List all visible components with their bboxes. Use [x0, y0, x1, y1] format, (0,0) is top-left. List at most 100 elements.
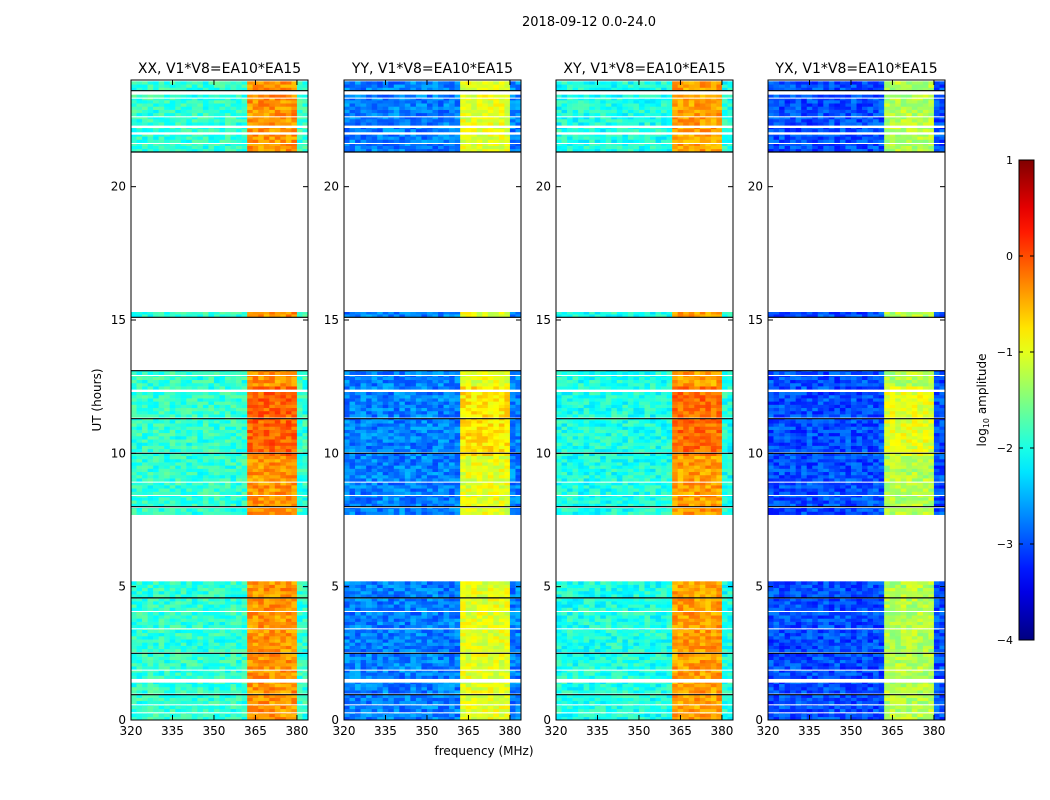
heatmap-cell — [399, 604, 406, 608]
heatmap-cell — [285, 429, 292, 434]
heatmap-cell — [487, 587, 494, 592]
heatmap-cell — [515, 615, 522, 619]
heatmap-cell — [421, 682, 428, 685]
heatmap-cell — [197, 590, 204, 595]
heatmap-cell — [241, 136, 248, 140]
heatmap-cell — [263, 716, 270, 721]
heatmap-cell — [449, 662, 455, 667]
heatmap-cell — [449, 604, 455, 608]
heatmap-cell — [191, 629, 198, 634]
heatmap-cell — [382, 672, 389, 676]
heatmap-cell — [219, 144, 226, 146]
heatmap-cell — [164, 683, 171, 688]
heatmap-cell — [252, 478, 259, 482]
heatmap-cell — [191, 410, 198, 415]
heatmap-cell — [241, 485, 248, 489]
heatmap-cell — [213, 404, 220, 409]
heatmap-cell — [280, 508, 287, 509]
heatmap-cell — [302, 645, 309, 650]
heatmap-cell — [236, 128, 242, 133]
heatmap-cell — [158, 439, 165, 443]
heatmap-cell — [258, 653, 265, 657]
heatmap-cell — [269, 134, 276, 137]
heatmap-cell — [225, 581, 231, 585]
heatmap-cell — [349, 670, 356, 673]
heatmap-cell — [213, 594, 220, 598]
heatmap-cell — [454, 629, 461, 634]
heatmap-cell — [258, 98, 265, 101]
heatmap-cell — [252, 468, 259, 473]
heatmap-cell — [493, 621, 500, 626]
heatmap-cell — [269, 376, 276, 381]
heatmap-cell — [202, 488, 209, 492]
heatmap-cell — [498, 705, 505, 706]
heatmap-cell — [213, 439, 220, 443]
heatmap-cell — [426, 612, 433, 616]
heatmap-cell — [296, 705, 303, 706]
heatmap-cell — [393, 662, 400, 667]
heatmap-cell — [230, 429, 237, 434]
heatmap-cell — [241, 394, 248, 399]
heatmap-cell — [180, 426, 187, 430]
heatmap-cell — [131, 394, 137, 399]
heatmap-cell — [169, 672, 176, 676]
heatmap-cell — [247, 94, 253, 98]
heatmap-cell — [388, 624, 395, 629]
heatmap-cell — [509, 632, 516, 637]
heatmap-cell — [302, 670, 309, 673]
heatmap-cell — [263, 700, 270, 705]
heatmap-cell — [247, 432, 253, 437]
heatmap-cell — [225, 705, 231, 706]
heatmap-cell — [230, 581, 237, 585]
heatmap-cell — [131, 648, 137, 653]
heatmap-cell — [274, 414, 281, 418]
heatmap-cell — [355, 666, 361, 670]
heatmap-cell — [258, 87, 265, 91]
heatmap-cell — [382, 659, 389, 664]
heatmap-cell — [509, 601, 516, 605]
heatmap-cell — [230, 420, 237, 424]
heatmap-cell — [280, 439, 287, 443]
heatmap-cell — [236, 144, 242, 146]
heatmap-cell — [360, 690, 367, 694]
heatmap-cell — [263, 429, 270, 434]
heatmap-cell — [236, 485, 242, 489]
heatmap-cell — [175, 675, 182, 679]
heatmap-cell — [158, 392, 165, 396]
heatmap-cell — [258, 686, 265, 691]
heatmap-cell — [296, 106, 303, 110]
heatmap-cell — [213, 94, 220, 98]
heatmap-cell — [274, 662, 281, 667]
heatmap-cell — [197, 379, 204, 384]
heatmap-cell — [274, 468, 281, 473]
heatmap-cell — [158, 145, 165, 150]
x-tick-label: 335 — [161, 724, 184, 738]
heatmap-cell — [191, 672, 198, 676]
heatmap-cell — [153, 134, 159, 137]
heatmap-cell — [202, 98, 209, 101]
heatmap-cell — [175, 604, 182, 608]
heatmap-cell — [208, 653, 215, 657]
heatmap-cell — [175, 455, 182, 460]
heatmap-cell — [432, 656, 439, 661]
heatmap-cell — [202, 134, 209, 137]
heatmap-cell — [258, 478, 265, 482]
heatmap-cell — [208, 491, 215, 495]
heatmap-cell — [515, 587, 522, 592]
heatmap-cell — [197, 122, 204, 126]
heatmap-cell — [153, 376, 159, 377]
heatmap-cell — [208, 439, 215, 443]
heatmap-cell — [291, 598, 298, 602]
heatmap-cell — [213, 713, 220, 714]
heatmap-cell — [443, 590, 450, 595]
heatmap-cell — [153, 496, 159, 498]
heatmap-cell — [147, 708, 154, 713]
heatmap-cell — [274, 690, 281, 694]
heatmap-cell — [241, 398, 248, 402]
heatmap-cell — [164, 629, 171, 630]
heatmap-cell — [382, 624, 389, 629]
heatmap-cell — [355, 659, 361, 664]
heatmap-cell — [131, 682, 137, 685]
heatmap-cell — [355, 686, 361, 691]
heatmap-cell — [252, 100, 259, 104]
